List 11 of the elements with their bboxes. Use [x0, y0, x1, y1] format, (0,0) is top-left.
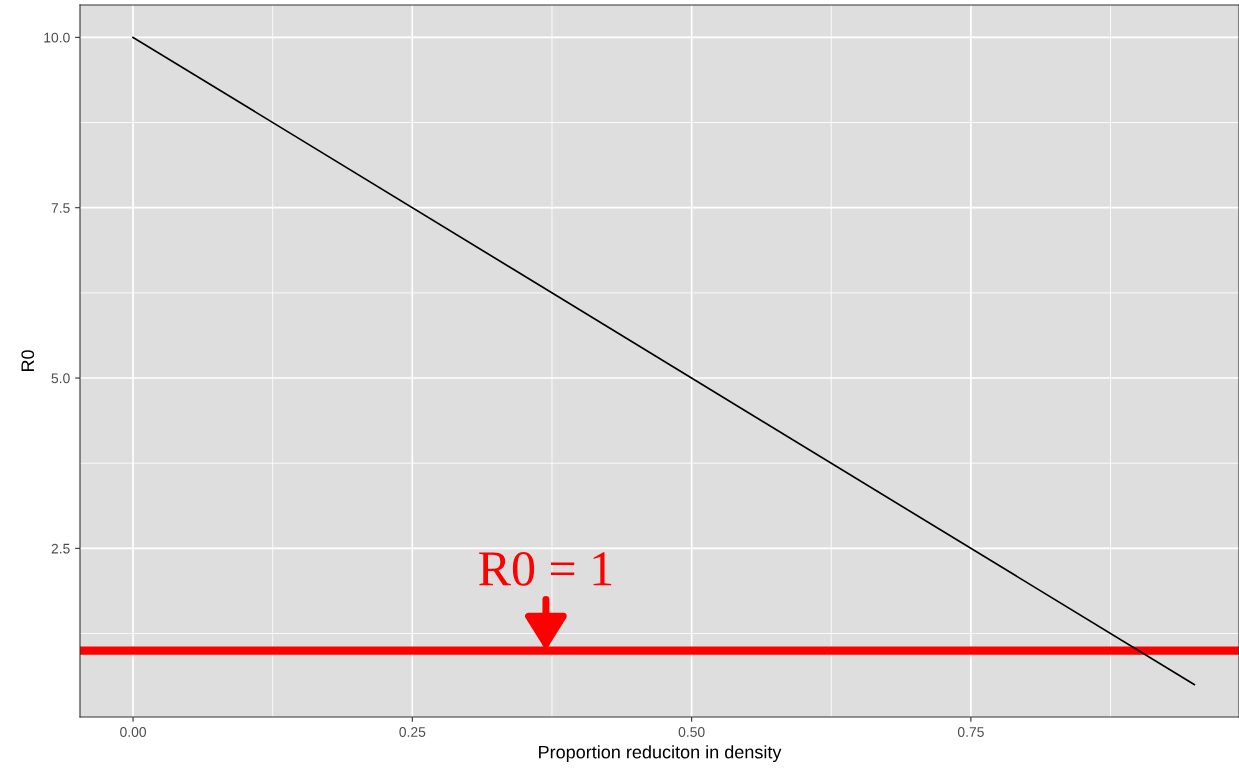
ref-line-label: R0 = 1: [479, 552, 612, 586]
x-tick-label: 0.25: [399, 727, 426, 737]
y-tick-label: 2.5: [51, 543, 70, 554]
y-tick-label: 10.0: [44, 32, 70, 43]
y-axis-title: R0: [21, 350, 35, 372]
x-axis-title: Proportion reduciton in density: [539, 745, 782, 763]
x-tick-label: 0.75: [957, 727, 984, 737]
y-tick-label: 7.5: [51, 203, 70, 213]
y-tick-label: 5.0: [51, 373, 70, 384]
x-tick-label: 0.50: [678, 727, 705, 737]
x-tick-label: 0.00: [120, 727, 147, 737]
